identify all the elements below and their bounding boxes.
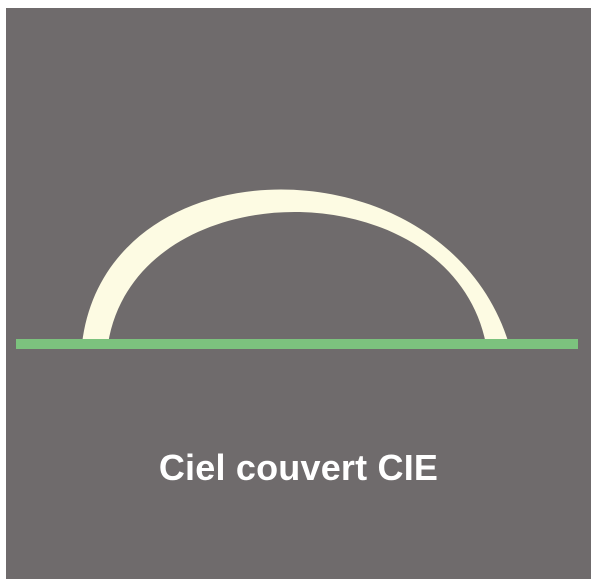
diagram-panel: Ciel couvert CIE — [6, 8, 591, 579]
diagram-caption: Ciel couvert CIE — [158, 447, 439, 488]
horizon-line — [16, 339, 578, 349]
overcast-sky-luminance-dome — [82, 189, 509, 344]
sky-diagram — [16, 189, 578, 349]
